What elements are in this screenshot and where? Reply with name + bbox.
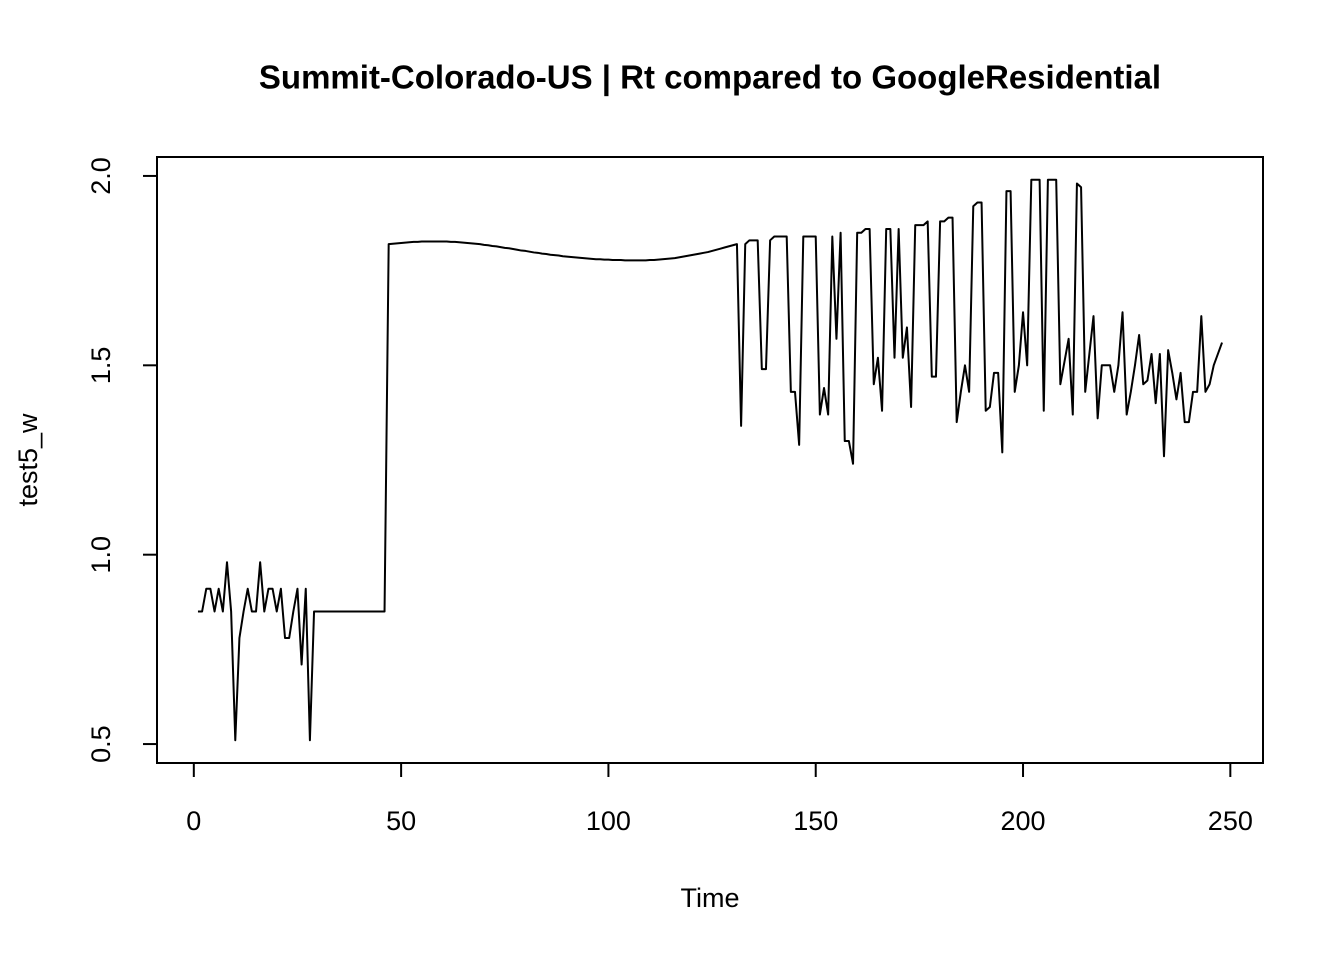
y-tick-label: 2.0 [86, 157, 116, 195]
y-axis-label: test5_w [13, 413, 43, 507]
x-tick-label: 150 [793, 806, 838, 836]
x-tick-label: 0 [186, 806, 201, 836]
x-tick-label: 200 [1000, 806, 1045, 836]
plot-box [156, 156, 1264, 764]
x-tick-label: 100 [586, 806, 631, 836]
x-tick-label: 50 [386, 806, 416, 836]
y-tick-label: 0.5 [86, 725, 116, 763]
x-axis-label: Time [681, 883, 740, 913]
y-tick-label: 1.0 [86, 536, 116, 574]
x-tick-label: 250 [1208, 806, 1253, 836]
chart-title: Summit-Colorado-US | Rt compared to Goog… [259, 59, 1161, 96]
data-line [197, 178, 1223, 742]
y-tick-label: 1.5 [86, 347, 116, 385]
